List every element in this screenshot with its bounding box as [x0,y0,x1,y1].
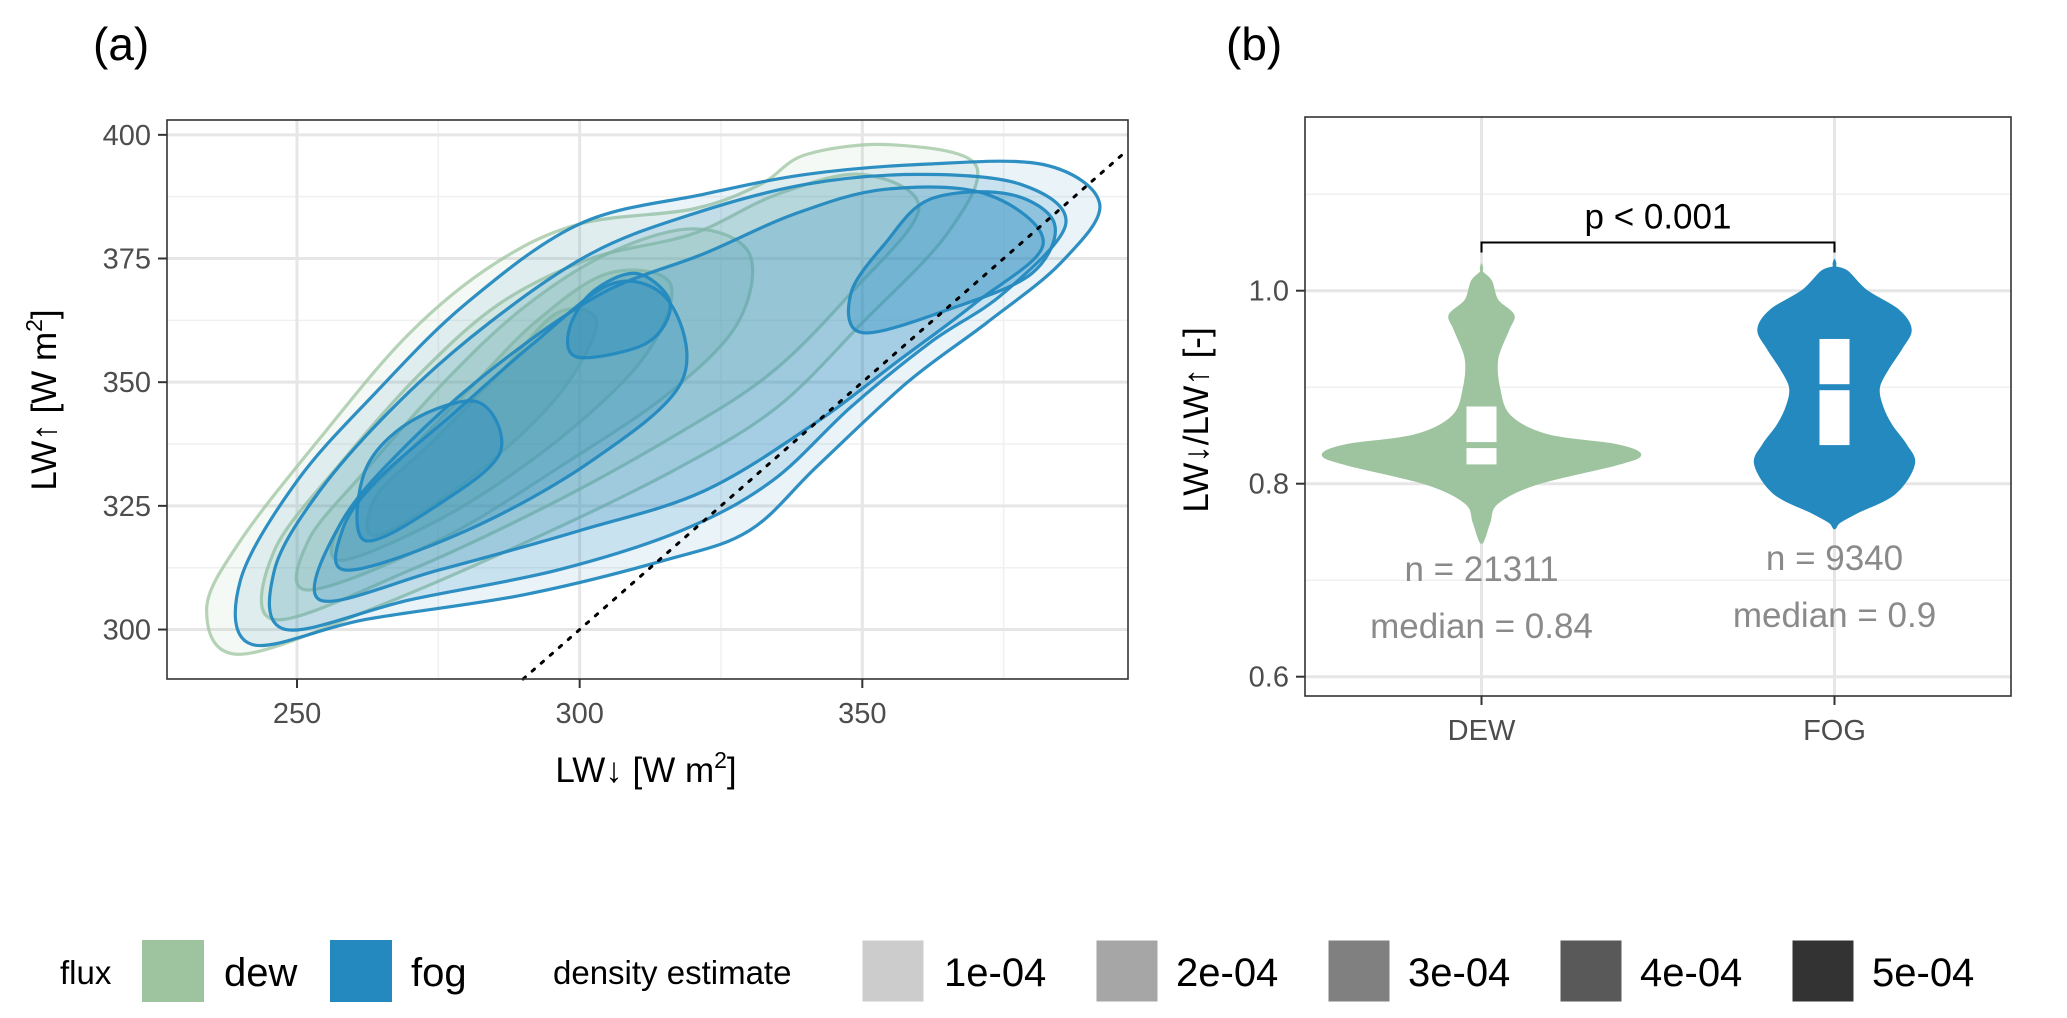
y-tick-label: 400 [103,120,151,152]
contour-dew-level-3 [294,227,755,592]
panel-b-ticks: 0.6 0.8 1.0 DEW FOG [1249,276,1866,747]
legend-label-density-1: 1e-04 [944,951,1046,995]
panel-b-violins [1321,258,1916,544]
contour-fog-level-3 [312,185,1045,603]
n-label-fog: n = 9340 [1766,539,1903,578]
iqr-box-upper-fog [1819,338,1850,385]
n-label-dew: n = 21311 [1404,550,1558,589]
panel-a-contours [205,142,1102,656]
x-tick-label: 250 [273,698,321,730]
legend-label-density-4: 4e-04 [1640,951,1742,995]
panel-a-frame [166,119,1129,680]
y-tick-label: 375 [103,244,151,276]
legend-key-density-3 [1327,939,1391,1003]
panel-b-frame [1304,116,2012,697]
significance-bracket: p < 0.001 [1480,197,1836,253]
panel-b-y-axis-title: LW↓/LW↑ [-] [1177,327,1216,512]
contour-fog-level-6 [846,190,1057,335]
one-to-one-reference-line [521,148,1130,681]
x-tick-label: FOG [1803,715,1866,747]
significance-bracket-line [1480,241,1836,253]
y-tick-label: 1.0 [1249,276,1289,308]
contour-fog-level-4 [333,279,689,572]
y-tick-label: 325 [103,491,151,523]
iqr-box-lower-dew [1466,448,1497,465]
legend: flux dew fog density estimate 1e-04 2e-0… [60,939,1974,1003]
panel-a-label: (a) [93,18,149,70]
legend-key-density-2 [1095,939,1159,1003]
p-value-label: p < 0.001 [1585,197,1732,236]
legend-label-fog: fog [411,951,467,995]
legend-key-dew [142,940,204,1002]
panel-b-annotations: n = 21311 median = 0.84 n = 9340 median = 0… [1370,539,1936,646]
contour-fog-level-5 [355,399,504,543]
y-tick-label: 350 [103,367,151,399]
panel-b-label: (b) [1226,18,1282,70]
contour-dew-level-4 [329,268,674,562]
legend-label-density-3: 3e-04 [1408,951,1510,995]
y-tick-label: 0.6 [1249,662,1289,694]
legend-key-density-5 [1791,939,1855,1003]
x-tick-label: DEW [1448,715,1516,747]
panel-a-y-axis-title: LW↑ [W m2] [21,309,64,490]
x-tick-label: 350 [838,698,886,730]
contour-fog-level-7 [565,271,672,360]
median-label-fog: median = 0.9 [1733,596,1936,635]
legend-key-fog [330,940,392,1002]
iqr-box-upper-dew [1466,406,1497,443]
x-tick-label: 300 [555,698,603,730]
legend-density-title: density estimate [553,954,791,991]
legend-flux-title: flux [60,954,112,991]
contour-dew-level-5 [365,307,599,538]
iqr-box-lower-fog [1819,390,1850,446]
violin-dew [1321,263,1642,544]
legend-label-density-2: 2e-04 [1176,951,1278,995]
panel-a-ticks: 250 300 350 300 325 350 375 400 [103,120,887,730]
legend-label-dew: dew [224,951,297,995]
legend-key-density-4 [1559,939,1623,1003]
legend-key-density-1 [861,939,925,1003]
y-tick-label: 300 [103,615,151,647]
median-label-dew: median = 0.84 [1370,607,1593,646]
legend-label-density-5: 5e-04 [1872,951,1974,995]
y-tick-label: 0.8 [1249,469,1289,501]
panel-a-x-axis-title: LW↓ [W m2] [555,747,736,790]
